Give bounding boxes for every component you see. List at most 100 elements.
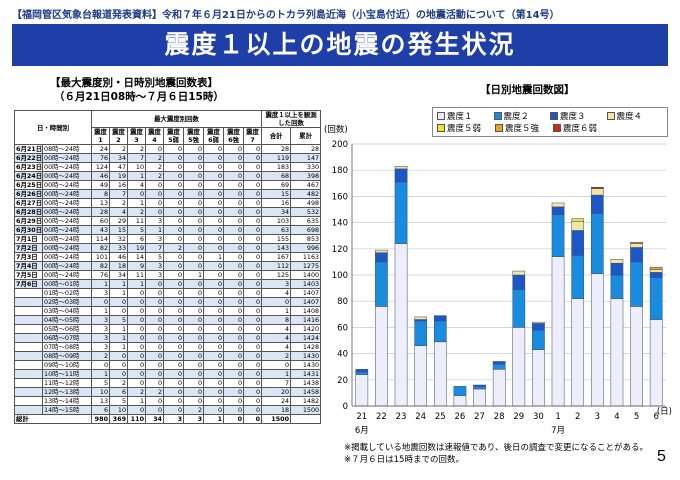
table-row: 6月29日 00時～24時 60 29 11 3 0 0 0 0 0 103 635 xyxy=(14,216,322,226)
table-cell: 330 xyxy=(290,162,322,172)
table-cell: 5 xyxy=(127,225,147,235)
table-row: 7月2日 00時～24時 82 33 19 7 2 0 0 0 0 143 996 xyxy=(14,243,322,253)
bar-segment xyxy=(630,242,643,244)
table-cell: 1163 xyxy=(290,252,322,262)
table-cell: 0 xyxy=(223,288,245,298)
table-cell: 0 xyxy=(163,207,185,217)
row-time-range: 00時～01時 xyxy=(41,279,93,289)
row-time-range: 08時～24時 xyxy=(41,144,93,154)
table-cell: 1430 xyxy=(290,360,322,370)
bar-segment xyxy=(590,213,604,274)
row-time-range: 00時～24時 xyxy=(41,189,93,199)
table-cell: 0 xyxy=(203,288,225,298)
table-cell: 1 xyxy=(109,288,129,298)
table-cell: 8 xyxy=(91,189,111,199)
table-cell: 5 xyxy=(109,315,129,325)
bar-segment xyxy=(375,252,388,263)
table-cell: 0 xyxy=(145,189,165,199)
table-row: 6月26日 00時～24時 8 7 0 0 0 0 0 0 0 15 482 xyxy=(14,189,322,199)
row-day: 6月24日 xyxy=(14,171,43,181)
row-time-range: 08時～09時 xyxy=(41,351,93,361)
table-cell: 1482 xyxy=(290,396,322,406)
x-tick-label: 3 xyxy=(595,412,600,422)
row-day: 6月22日 xyxy=(14,153,43,163)
table-cell: 1 xyxy=(183,270,205,280)
table-cell: 6 xyxy=(109,387,129,397)
table-cell: 3 xyxy=(91,315,111,325)
table-cell: 7 xyxy=(261,378,292,388)
table-cell: 76 xyxy=(91,153,111,163)
table-cell: 0 xyxy=(261,360,292,370)
legend-swatch xyxy=(553,124,561,132)
table-cell: 13 xyxy=(91,396,111,406)
table-title-line2: （６月21日08時～７月６日15時） xyxy=(54,91,224,103)
table-cell: 0 xyxy=(163,279,185,289)
total-cell: 0 xyxy=(223,414,245,424)
table-cell: 0 xyxy=(243,333,263,343)
row-time-range: 12時～13時 xyxy=(41,387,93,397)
table-cell: 82 xyxy=(91,243,111,253)
table-cell: 0 xyxy=(223,342,245,352)
row-time-range: 11時～12時 xyxy=(41,378,93,388)
total-cell: 0 xyxy=(243,414,263,424)
column-header: 震度5強 xyxy=(183,127,205,145)
table-cell: 0 xyxy=(145,144,165,154)
row-day: 7月1日 xyxy=(14,234,43,244)
table-cell: 10 xyxy=(109,405,129,415)
table-cell: 498 xyxy=(290,198,322,208)
table-cell: 0 xyxy=(183,333,205,343)
table-cell: 0 xyxy=(109,297,129,307)
table-cell: 2 xyxy=(127,207,147,217)
table-cell: 0 xyxy=(145,324,165,334)
table-cell: 34 xyxy=(109,153,129,163)
x-tick-label: 4 xyxy=(614,412,619,422)
legend-item: 震度２ xyxy=(493,110,551,122)
row-time-range: 00時～24時 xyxy=(41,243,93,253)
y-tick-label: 60 xyxy=(337,323,348,333)
column-header: 震度6強 xyxy=(223,127,245,145)
table-cell: 60 xyxy=(91,216,111,226)
table-cell: 1 xyxy=(91,279,111,289)
row-day: 7月2日 xyxy=(14,243,43,253)
table-cell: 0 xyxy=(145,342,165,352)
bar-segment xyxy=(551,206,565,215)
table-cell: 0 xyxy=(203,225,225,235)
table-cell: 0 xyxy=(243,351,263,361)
header-intensity-group: 最大震度別回数 xyxy=(91,110,263,128)
table-cell: 3 xyxy=(91,288,111,298)
page-title: 震度１以上の地震の発生状況 xyxy=(12,24,668,66)
row-time-range: 00時～24時 xyxy=(41,225,93,235)
table-cell: 34 xyxy=(109,270,129,280)
table-cell: 0 xyxy=(145,207,165,217)
legend-item: 震度３ xyxy=(550,110,607,122)
month-label: 6月 xyxy=(355,426,369,436)
table-cell: 0 xyxy=(203,153,225,163)
table-cell: 1430 xyxy=(290,351,322,361)
table-cell: 0 xyxy=(163,405,185,415)
bar-segment xyxy=(414,316,428,320)
table-cell: 0 xyxy=(223,153,245,163)
header-cumulative-group: 震度１以上を観測した回数 xyxy=(261,110,322,128)
bar-segment xyxy=(571,230,585,256)
table-cell: 28 xyxy=(290,144,322,154)
table-cell: 0 xyxy=(243,162,263,172)
table-row: 6月25日 00時～24時 49 16 4 0 0 0 0 0 0 69 467 xyxy=(14,180,322,190)
table-cell: 0 xyxy=(163,153,185,163)
page-number: 5 xyxy=(657,448,666,465)
column-header: 合計 xyxy=(261,127,292,145)
table-cell: 0 xyxy=(163,180,185,190)
table-cell: 0 xyxy=(145,360,165,370)
table-cell: 0 xyxy=(183,279,205,289)
table-cell: 183 xyxy=(261,162,292,172)
bar-segment xyxy=(630,306,643,407)
table-cell: 1416 xyxy=(290,315,322,325)
x-tick-label: 27 xyxy=(474,412,485,422)
legend-row: 震度１ 震度２ 震度３ 震度４ xyxy=(437,110,663,122)
table-cell: 20 xyxy=(261,387,292,397)
table-cell: 0 xyxy=(183,396,205,406)
x-tick-label: 22 xyxy=(376,412,387,422)
bar-segment xyxy=(590,186,604,189)
bar-segment xyxy=(433,320,447,343)
table-cell: 0 xyxy=(163,351,185,361)
table-cell: 82 xyxy=(91,261,111,271)
